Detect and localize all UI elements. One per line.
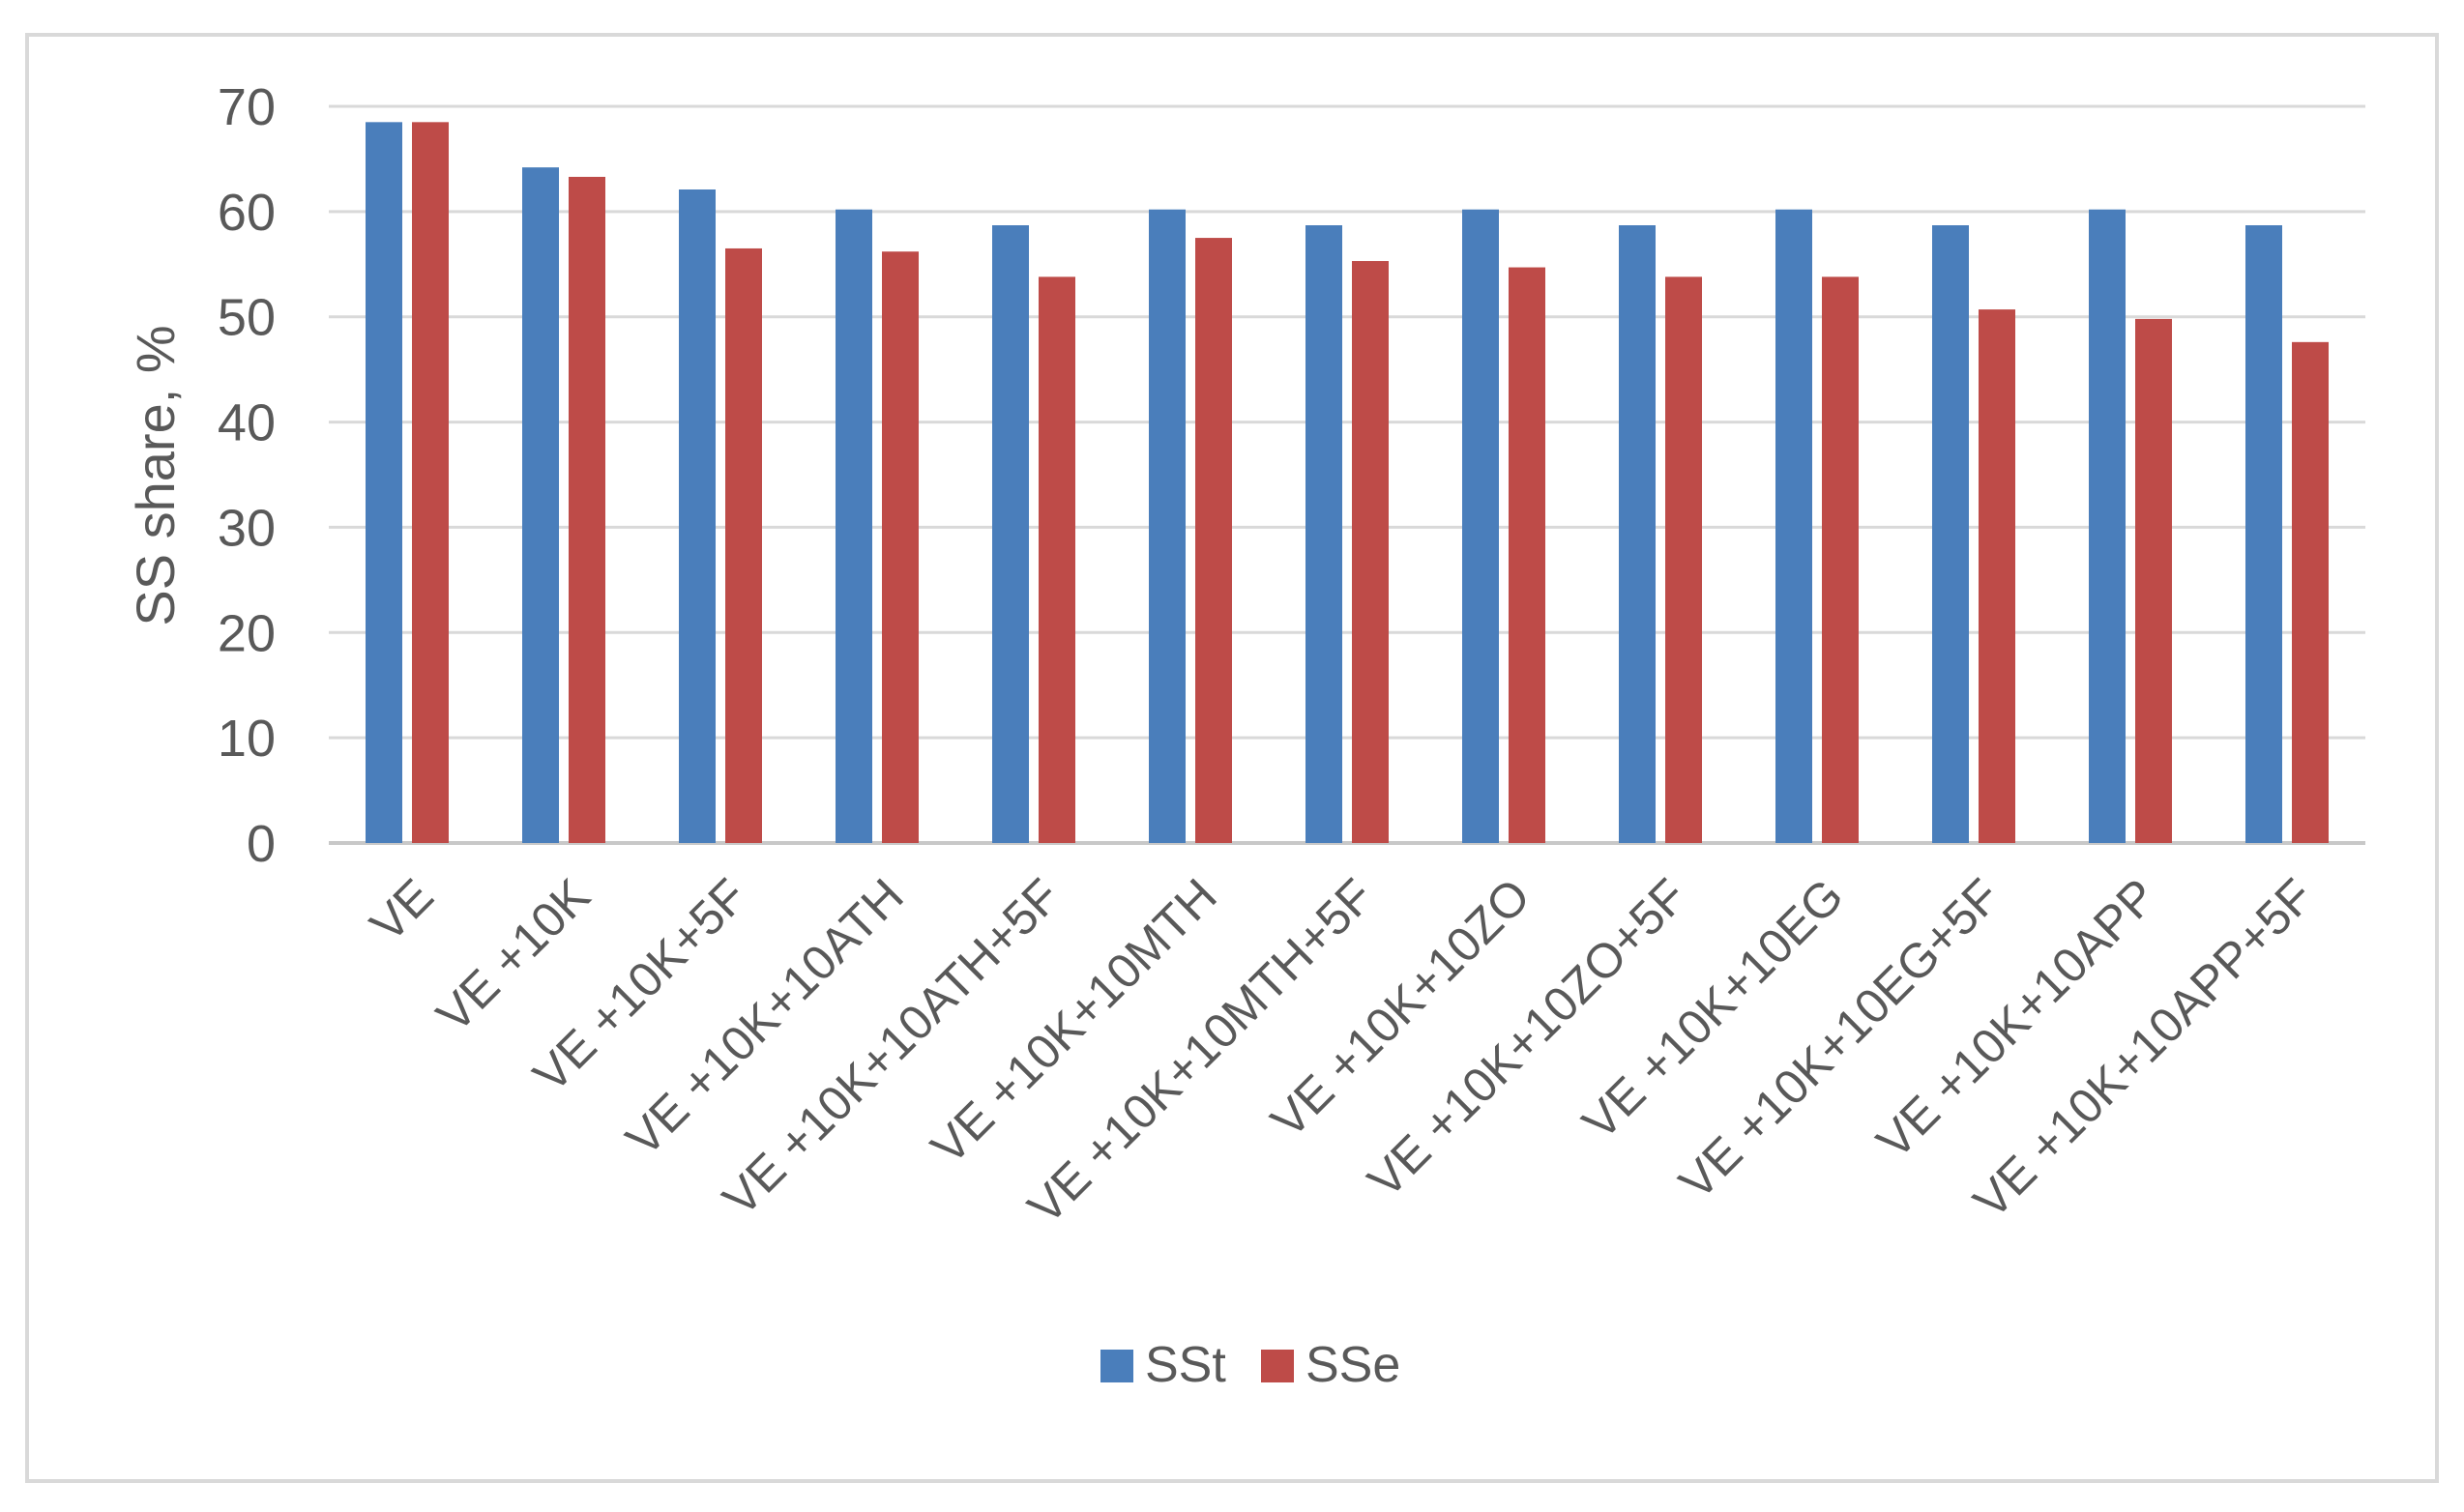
y-tick-label: 20 [218,604,276,662]
y-tick-label: 70 [218,78,276,136]
bar-sst [992,225,1029,844]
y-axis-title: SS share, % [125,325,186,625]
y-axis-tick-labels: 0 10 20 30 40 50 60 70 [218,78,276,873]
y-tick-label: 0 [247,815,276,873]
bar-sst [1305,225,1342,844]
bar-sse [1822,276,1859,843]
bar-sse [2135,318,2172,843]
bar-sst [1932,225,1969,844]
legend-label-sst: SSt [1145,1337,1226,1393]
bar-sst [522,167,559,843]
bar-sse [1352,261,1389,843]
bar-sse [1039,276,1075,843]
legend: SSt SSe [1100,1337,1400,1393]
y-tick-label: 40 [218,394,276,452]
y-tick-label: 50 [218,289,276,347]
bar-sst [2089,209,2126,843]
legend-swatch-sse [1261,1350,1294,1382]
bar-sse [1195,238,1232,844]
y-tick-label: 10 [218,710,276,768]
bar-sst [366,122,402,844]
bar-sst [2245,225,2282,844]
bar-sse [569,176,605,844]
bars [366,122,2329,844]
bar-sse [1509,267,1545,844]
y-tick-label: 60 [218,184,276,242]
bar-sse [1979,309,2015,843]
bar-sst [1462,209,1499,843]
legend-label-sse: SSe [1305,1337,1400,1393]
y-tick-label: 30 [218,499,276,557]
bar-sse [2292,341,2329,844]
bar-sse [1665,276,1702,843]
bar-sse [725,247,762,843]
legend-swatch-sst [1100,1350,1133,1382]
gridlines [329,104,2365,845]
bar-sst [679,189,716,844]
bar-sst [1775,209,1812,843]
bar-sse [412,122,449,844]
bar-sse [882,251,919,843]
bar-sst [1619,225,1656,844]
bar-sst [1149,209,1186,843]
bar-sst [836,209,872,843]
